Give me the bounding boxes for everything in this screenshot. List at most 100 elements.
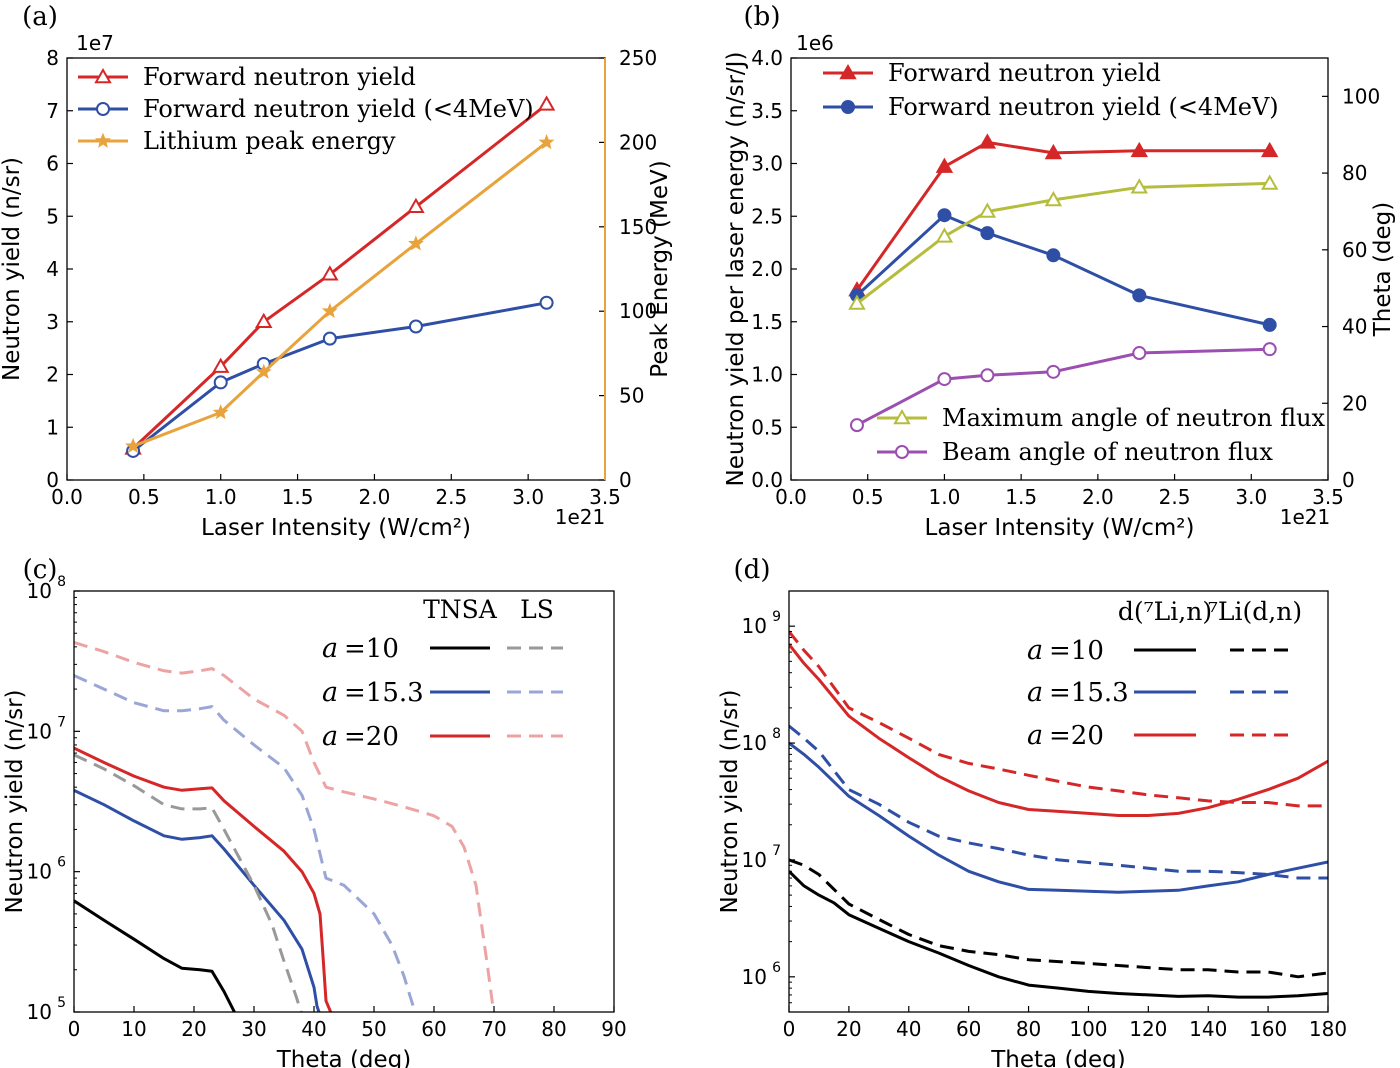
legend-entry: Beam angle of neutron flux (877, 438, 1273, 466)
x-tick-label: 0 (68, 1017, 81, 1041)
y2-tick-label: 200 (619, 130, 657, 154)
series-line-2 (789, 643, 1328, 817)
y-tick-label: 10 (742, 965, 767, 989)
legend-label: =10 (1049, 636, 1104, 666)
data-point (255, 363, 272, 379)
legend-label: =15.3 (1049, 678, 1129, 708)
x-tick-label: 0.0 (775, 485, 807, 509)
y-tick-exponent: 5 (57, 995, 66, 1011)
series-line (855, 213, 1271, 327)
y-tick-label: 3.0 (751, 152, 783, 176)
series-line-4 (74, 674, 417, 1012)
legend-row: a =10 (1027, 635, 1288, 666)
legend-label: Forward neutron yield (<4MeV) (143, 95, 534, 123)
y2-tick-label: 40 (1342, 315, 1367, 339)
legend-label: Maximum angle of neutron flux (942, 404, 1326, 432)
x-tick-label: 2.5 (1159, 485, 1191, 509)
data-point (1262, 317, 1277, 332)
x-tick-label: 180 (1309, 1017, 1347, 1041)
series-line-5 (789, 630, 1328, 808)
y-tick-label: 10 (742, 731, 767, 755)
series-line-0 (789, 870, 1328, 999)
series-2 (125, 134, 555, 454)
legend-marker (841, 100, 855, 114)
y2-tick-label: 50 (619, 384, 644, 408)
legend-row: a =20 (322, 721, 563, 752)
legend-entry: Maximum angle of neutron flux (877, 404, 1326, 432)
data-point (1132, 288, 1147, 303)
x-axis-label: Laser Intensity (W/cm²) (201, 515, 471, 541)
series-line-4 (789, 724, 1328, 880)
legend-symbol: a (322, 721, 338, 752)
legend-label: Beam angle of neutron flux (942, 438, 1273, 466)
y-tick-exponent: 8 (772, 726, 781, 742)
x-tick-label: 40 (301, 1017, 326, 1041)
panel-c: 0 10 20 30 40 50 60 70 80 90 10 5 10 6 10 7 10 8 Theta (de… (2, 555, 627, 1068)
x-tick-label: 3.0 (512, 485, 544, 509)
panel-label: (b) (744, 2, 781, 32)
legend-marker (895, 445, 909, 459)
legend-label: Forward neutron yield (143, 63, 416, 91)
y-tick-label: 0.5 (751, 415, 783, 439)
data-point (322, 331, 337, 346)
y-tick-label: 7 (46, 99, 59, 123)
x-axis-label: Theta (deg) (990, 1047, 1126, 1068)
series-line (132, 141, 548, 448)
series-line (856, 347, 1270, 427)
series-line-1 (789, 741, 1328, 894)
panel-label: (c) (23, 555, 58, 585)
x-tick-label: 0.0 (51, 485, 83, 509)
y-tick-label: 4.0 (751, 46, 783, 70)
plot-area (789, 630, 1328, 999)
series-line-3 (789, 858, 1328, 979)
legend-label: Forward neutron yield (<4MeV) (888, 93, 1279, 121)
data-point (211, 357, 230, 373)
legend-header: ⁷Li(d,n) (1208, 597, 1302, 626)
legend-row: a =20 (1027, 720, 1288, 751)
y-tick-label: 1.5 (751, 310, 783, 334)
y-tick-label: 10 (27, 860, 52, 884)
legend-header: d(⁷Li,n) (1118, 597, 1212, 626)
panel-label: (a) (22, 2, 58, 32)
y-tick-exponent: 9 (772, 609, 781, 625)
data-point (1262, 342, 1277, 357)
y-axis-label: Neutron yield (n/sr) (2, 689, 28, 913)
legend-row: a =10 (322, 633, 563, 664)
data-point (937, 372, 952, 387)
x-tick-label: 100 (1069, 1017, 1107, 1041)
x-offset-label: 1e21 (1280, 505, 1330, 529)
y2-tick-label: 0 (619, 468, 632, 492)
data-point (255, 312, 273, 328)
y2-tick-label: 60 (1342, 238, 1367, 262)
y-tick-label: 0 (46, 468, 59, 492)
x-tick-label: 2.5 (435, 485, 467, 509)
y2-tick-label: 250 (619, 46, 657, 70)
legend-entry: Forward neutron yield (<4MeV) (823, 93, 1279, 121)
x-tick-label: 20 (836, 1017, 861, 1041)
y-axis-label: Neutron yield per laser energy (n/sr/J) (723, 52, 749, 487)
legend-header: LS (520, 595, 554, 624)
data-point (935, 227, 954, 243)
y-tick-label: 10 (27, 1000, 52, 1024)
legend-entry: Forward neutron yield (<4MeV) (78, 95, 534, 123)
data-point (980, 368, 995, 383)
series-1 (126, 295, 554, 458)
y-tick-exponent: 6 (57, 855, 66, 871)
series-line-5 (74, 640, 496, 1012)
x-tick-label: 3.5 (589, 485, 621, 509)
data-point (125, 437, 142, 454)
data-point (935, 157, 954, 173)
y-tick-label: 10 (27, 719, 52, 743)
panel-b: 0.0 0.5 1.0 1.5 2.0 2.5 3.0 3.5 0.0 0.5 1.0 1.5 2.0 2… (723, 2, 1396, 541)
legend-label: Lithium peak energy (143, 127, 396, 155)
data-point (1130, 178, 1149, 194)
legend: Forward neutron yield Forward neutron yie… (78, 63, 534, 155)
x-tick-label: 0 (783, 1017, 796, 1041)
y-tick-label: 5 (46, 204, 59, 228)
legend-marker (96, 102, 110, 116)
legend-label: =10 (344, 634, 399, 664)
y-tick-label: 1.0 (751, 363, 783, 387)
legend-symbol: a (322, 677, 338, 708)
x-tick-label: 2.0 (359, 485, 391, 509)
data-point (1044, 143, 1063, 160)
